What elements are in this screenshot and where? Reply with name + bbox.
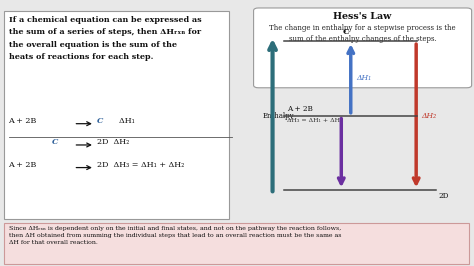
- Text: ΔH₁: ΔH₁: [356, 74, 372, 82]
- Text: ΔH₂: ΔH₂: [421, 112, 436, 120]
- Text: C: C: [97, 117, 103, 125]
- FancyBboxPatch shape: [254, 8, 472, 88]
- Text: Since ΔHᵣₓₙ is dependent only on the initial and final states, and not on the pa: Since ΔHᵣₓₙ is dependent only on the ini…: [9, 226, 341, 245]
- Text: The change in enthalpy for a stepwise process is the
sum of the enthalpy changes: The change in enthalpy for a stepwise pr…: [269, 24, 456, 43]
- Text: Hess's Law: Hess's Law: [334, 12, 392, 21]
- Text: C: C: [343, 28, 349, 36]
- Text: A + 2B: A + 2B: [287, 105, 313, 113]
- Text: 2D: 2D: [438, 192, 449, 200]
- Text: ΔH₁: ΔH₁: [114, 117, 135, 125]
- Text: ΔH₃ = ΔH₁ + ΔH₂: ΔH₃ = ΔH₁ + ΔH₂: [287, 118, 342, 123]
- FancyBboxPatch shape: [4, 11, 229, 219]
- Text: Enthalpy: Enthalpy: [263, 112, 295, 120]
- Text: A + 2B: A + 2B: [9, 161, 37, 169]
- Text: 2D  ΔH₂: 2D ΔH₂: [97, 138, 129, 146]
- Text: C: C: [52, 138, 58, 146]
- Text: 2D  ΔH₃ = ΔH₁ + ΔH₂: 2D ΔH₃ = ΔH₁ + ΔH₂: [97, 161, 184, 169]
- FancyBboxPatch shape: [4, 223, 469, 264]
- Text: If a chemical equation can be expressed as
the sum of a series of steps, then ΔH: If a chemical equation can be expressed …: [9, 16, 201, 61]
- Text: A + 2B: A + 2B: [9, 117, 37, 125]
